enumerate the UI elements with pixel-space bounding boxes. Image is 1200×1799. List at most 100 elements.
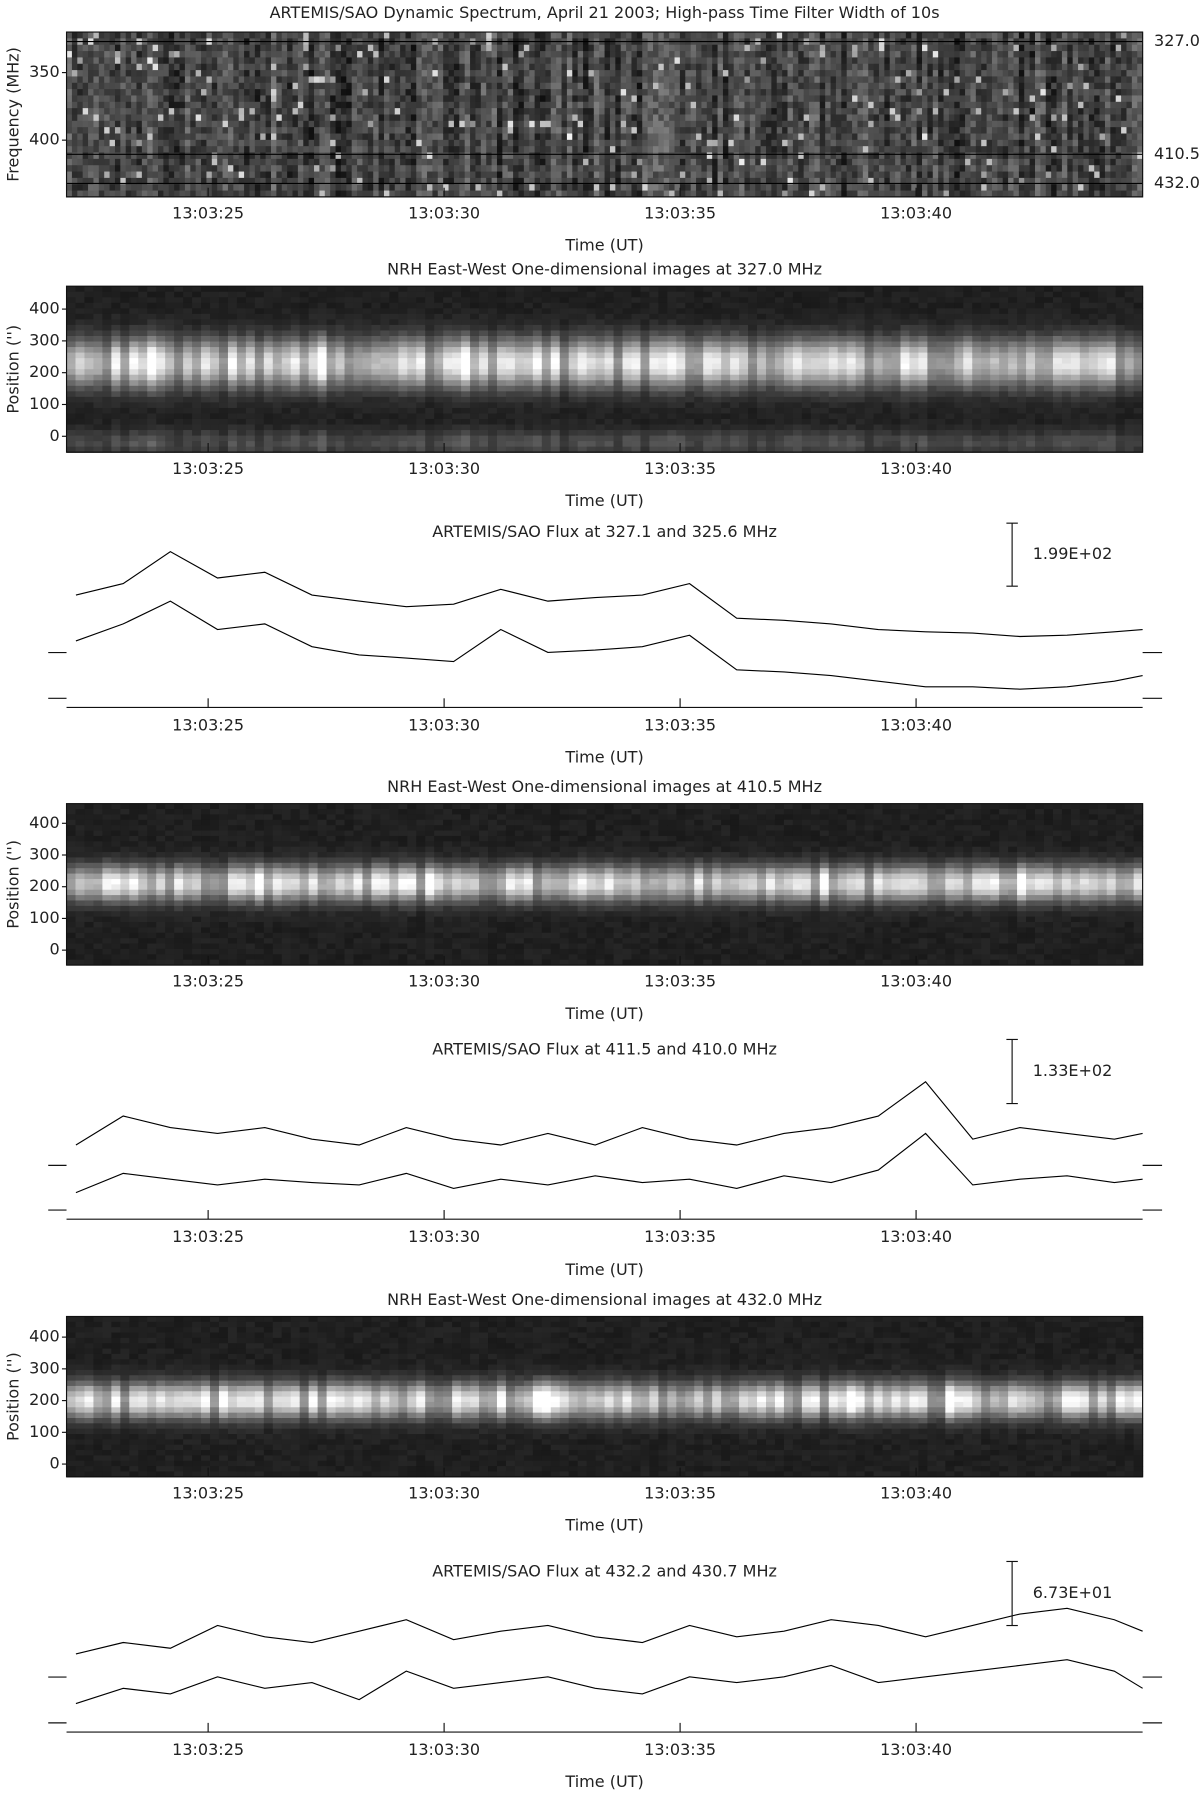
pixel (932, 70, 939, 77)
pixel (911, 190, 918, 198)
pixel (421, 114, 428, 122)
pixel (1083, 32, 1090, 39)
pixel (227, 158, 234, 166)
pixel (975, 139, 982, 147)
pixel (405, 158, 412, 166)
pixel (260, 95, 267, 103)
pixel (71, 190, 78, 198)
pixel (238, 76, 245, 84)
pixel (330, 177, 337, 185)
pixel (647, 70, 654, 77)
pixel (222, 114, 229, 122)
pixel (227, 165, 234, 172)
pixel (932, 120, 939, 128)
pixel (410, 133, 417, 141)
pixel (900, 57, 907, 65)
pixel (211, 114, 218, 122)
pixel (88, 101, 94, 109)
pixel (1024, 70, 1031, 77)
pixel (948, 165, 955, 172)
pixel (819, 177, 826, 185)
pixel (943, 146, 950, 153)
pixel (900, 158, 907, 166)
pixel (712, 184, 719, 192)
pixel (1035, 44, 1041, 52)
pixel (217, 108, 224, 115)
pixel (486, 63, 493, 71)
pixel (389, 120, 396, 128)
pixel (722, 70, 729, 77)
pixel (604, 51, 611, 58)
pixel (986, 70, 993, 77)
pixel (771, 152, 778, 160)
pixel (744, 165, 751, 172)
pixel (690, 70, 697, 77)
pixel (588, 63, 595, 71)
pixel (383, 101, 390, 109)
pixel (932, 101, 939, 109)
pixel (319, 171, 326, 179)
pixel (77, 57, 84, 65)
pixel (873, 139, 880, 147)
pixel (335, 32, 342, 39)
pixel (416, 177, 423, 185)
pixel (1040, 57, 1047, 65)
pixel (120, 139, 127, 147)
pixel (373, 171, 380, 179)
pixel (432, 57, 439, 65)
pixel (1067, 101, 1074, 109)
pixel (486, 95, 493, 103)
pixel (1024, 63, 1031, 71)
pixel (168, 70, 175, 77)
pixel (437, 127, 444, 134)
pixel (540, 51, 546, 58)
pixel (163, 190, 170, 198)
pixel (733, 171, 740, 179)
pixel (1083, 133, 1090, 141)
pixel (717, 146, 724, 153)
pixel (550, 89, 557, 96)
pixel (636, 177, 643, 185)
pixel (943, 82, 950, 90)
pixel (502, 171, 509, 179)
pixel (109, 44, 116, 52)
pixel (523, 165, 530, 172)
pixel (195, 82, 202, 90)
pixel (383, 95, 390, 103)
pixel (443, 177, 450, 185)
pixel (287, 190, 293, 198)
pixel (1067, 133, 1074, 141)
pixel (550, 76, 557, 84)
pixel (1018, 76, 1025, 84)
pixel (1035, 76, 1041, 84)
pixel (184, 32, 191, 39)
pixel (765, 139, 772, 147)
pixel (970, 152, 977, 160)
pixel (265, 127, 272, 134)
pixel (819, 158, 826, 166)
pixel (152, 44, 159, 52)
pixel (114, 127, 121, 134)
pixel (534, 63, 541, 71)
pixel (900, 63, 907, 71)
pixel (545, 89, 552, 96)
pixel (722, 95, 729, 103)
pixel (227, 101, 234, 109)
pixel (1040, 120, 1047, 128)
pixel (948, 114, 955, 122)
pixel (276, 171, 283, 179)
pixel (561, 146, 568, 153)
pixel (776, 171, 783, 179)
pixel (986, 146, 993, 153)
pixel (599, 70, 606, 77)
pixel (776, 177, 783, 185)
pixel (496, 133, 503, 141)
pixel (572, 57, 579, 65)
pixel (938, 146, 945, 153)
pixel (1029, 120, 1036, 128)
pixel (292, 127, 299, 134)
pixel (986, 101, 993, 109)
pixel (233, 146, 240, 153)
pixel (464, 51, 471, 58)
pixel (744, 44, 751, 52)
